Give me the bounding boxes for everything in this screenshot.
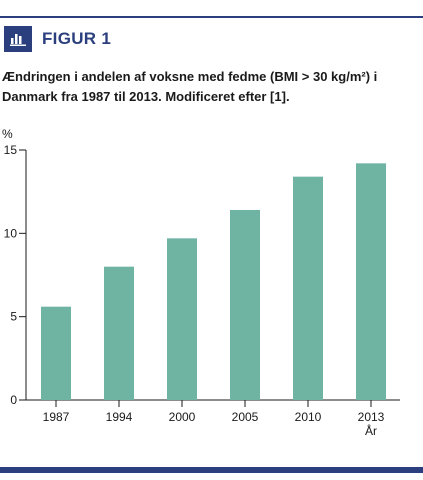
bar bbox=[230, 210, 260, 400]
x-tick-label: 2005 bbox=[232, 410, 259, 424]
bar bbox=[41, 306, 71, 400]
x-tick-label: 1987 bbox=[43, 410, 70, 424]
x-axis-label: År bbox=[365, 423, 377, 438]
x-tick-label: 2013 bbox=[358, 410, 385, 424]
bar bbox=[104, 266, 134, 400]
y-tick-label: 0 bbox=[10, 393, 17, 407]
y-tick-label: 10 bbox=[4, 226, 18, 240]
figure-label: FIGUR 1 bbox=[42, 29, 112, 48]
top-rule bbox=[0, 16, 423, 18]
bar-chart-icon bbox=[4, 26, 32, 52]
y-tick-label: 5 bbox=[10, 310, 17, 324]
bar bbox=[356, 163, 386, 400]
y-axis-label: % bbox=[2, 127, 13, 141]
x-tick-label: 1994 bbox=[106, 410, 133, 424]
y-tick-label: 15 bbox=[4, 143, 18, 157]
bar bbox=[167, 238, 197, 400]
bar bbox=[293, 176, 323, 400]
x-tick-label: 2000 bbox=[169, 410, 196, 424]
bottom-rule bbox=[0, 467, 423, 473]
figure-header: FIGUR 1 bbox=[0, 26, 111, 52]
figure-caption: Ændringen i andelen af voksne med fedme … bbox=[2, 69, 378, 104]
x-tick-label: 2010 bbox=[295, 410, 322, 424]
